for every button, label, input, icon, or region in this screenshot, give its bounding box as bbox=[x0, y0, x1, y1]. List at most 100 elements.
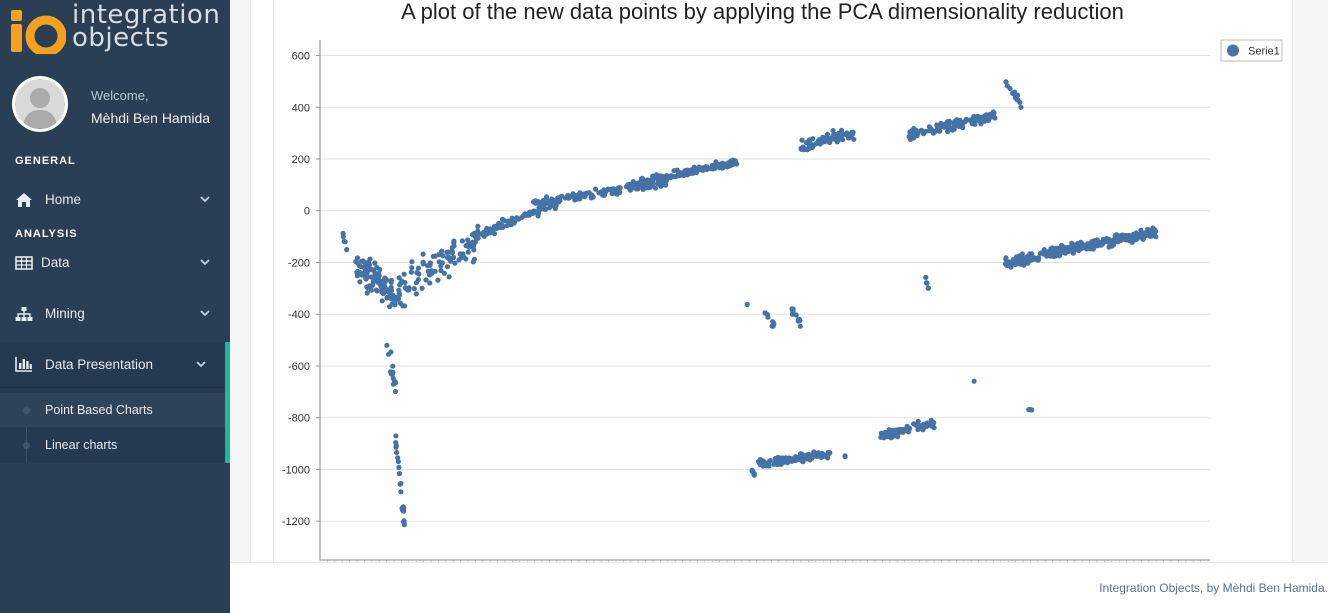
sidebar-subitem-point-based-charts[interactable]: Point Based Charts bbox=[0, 393, 225, 427]
data-point bbox=[623, 184, 630, 190]
sidebar-item-mining-label: Mining bbox=[45, 306, 85, 321]
data-point bbox=[789, 456, 795, 462]
data-point bbox=[394, 449, 400, 456]
user-profile: Welcome, Mèhdi Ben Hamida bbox=[12, 76, 222, 132]
data-point bbox=[387, 369, 394, 375]
sidebar-item-mining[interactable]: Mining bbox=[0, 294, 230, 334]
data-point bbox=[833, 137, 839, 143]
sidebar-item-home-label: Home bbox=[45, 192, 82, 207]
io-logo-mark-icon bbox=[11, 10, 66, 54]
data-point bbox=[408, 269, 414, 275]
data-point bbox=[915, 426, 921, 433]
data-point bbox=[393, 440, 399, 446]
data-point bbox=[405, 287, 411, 293]
data-point bbox=[475, 223, 481, 229]
data-point bbox=[420, 259, 426, 265]
data-point bbox=[1028, 407, 1034, 413]
data-point bbox=[379, 298, 385, 304]
data-point bbox=[766, 463, 772, 469]
data-point bbox=[393, 444, 399, 450]
scatter-chart[interactable]: 600 400 200 0 -200 -400 -600 -800 -1000 -1200 Seri… bbox=[251, 0, 1294, 562]
data-point bbox=[452, 260, 458, 266]
data-point bbox=[844, 130, 850, 136]
data-point bbox=[1056, 250, 1062, 256]
y-tick-label: 600 bbox=[292, 51, 310, 63]
data-point bbox=[484, 225, 490, 231]
data-point bbox=[985, 117, 992, 123]
data-point bbox=[783, 458, 789, 464]
sidebar-item-data-presentation[interactable]: Data Presentation bbox=[0, 342, 225, 388]
data-point bbox=[732, 158, 738, 164]
data-point bbox=[441, 270, 447, 276]
y-tick-label: -600 bbox=[288, 361, 310, 373]
brand-logo[interactable]: integration objects bbox=[8, 2, 223, 56]
data-point bbox=[582, 194, 588, 200]
y-tick-label: 0 bbox=[304, 206, 310, 218]
data-point bbox=[797, 323, 803, 329]
submenu-dot-icon bbox=[23, 442, 30, 449]
data-point bbox=[1003, 255, 1009, 261]
data-point bbox=[882, 429, 889, 435]
data-point bbox=[423, 277, 429, 283]
data-point bbox=[796, 316, 802, 322]
data-point bbox=[499, 216, 506, 222]
data-point bbox=[577, 190, 583, 196]
footer: Integration Objects, by Mèhdi Ben Hamida… bbox=[230, 562, 1328, 613]
sitemap-icon bbox=[15, 307, 33, 321]
sidebar-subitem-linear-charts[interactable]: Linear charts bbox=[0, 428, 225, 462]
data-point bbox=[913, 422, 919, 428]
avatar[interactable] bbox=[12, 76, 68, 132]
welcome-text: Welcome, bbox=[91, 88, 149, 103]
data-point bbox=[1122, 236, 1128, 242]
data-point bbox=[963, 118, 969, 124]
data-point bbox=[1044, 252, 1050, 258]
data-point bbox=[1133, 232, 1139, 238]
sidebar-item-data-label: Data bbox=[41, 255, 70, 270]
data-point bbox=[427, 272, 433, 278]
data-point bbox=[384, 295, 390, 301]
data-point bbox=[469, 232, 475, 238]
data-point bbox=[655, 179, 661, 185]
data-point bbox=[511, 220, 517, 226]
data-point bbox=[764, 312, 771, 318]
data-point bbox=[760, 461, 766, 467]
data-point bbox=[365, 259, 371, 265]
data-point bbox=[798, 145, 804, 151]
legend-marker bbox=[1227, 44, 1239, 57]
data-point bbox=[361, 265, 368, 271]
data-point bbox=[790, 306, 796, 312]
data-point bbox=[402, 303, 408, 309]
data-point bbox=[663, 178, 669, 184]
data-point bbox=[676, 173, 682, 179]
data-point bbox=[449, 250, 455, 256]
data-point bbox=[355, 260, 361, 266]
data-point bbox=[500, 223, 506, 229]
data-point bbox=[463, 256, 469, 262]
data-point bbox=[1032, 255, 1038, 261]
data-point bbox=[1014, 257, 1020, 263]
data-point bbox=[1083, 242, 1090, 248]
data-point bbox=[926, 124, 933, 130]
data-point bbox=[719, 165, 725, 171]
data-point bbox=[592, 186, 599, 192]
data-point bbox=[390, 363, 396, 369]
brand-line-2: objects bbox=[72, 23, 170, 53]
data-point bbox=[344, 247, 350, 253]
data-point bbox=[690, 170, 696, 176]
data-point bbox=[532, 199, 538, 205]
sidebar-item-data[interactable]: Data bbox=[0, 243, 230, 283]
data-point bbox=[546, 205, 553, 211]
data-point bbox=[973, 115, 979, 121]
data-point bbox=[806, 451, 812, 458]
data-point bbox=[387, 304, 393, 310]
submenu-guide-line bbox=[26, 394, 27, 463]
sidebar-item-home[interactable]: Home bbox=[0, 180, 230, 220]
data-point bbox=[415, 265, 421, 271]
plot-area bbox=[320, 40, 1210, 560]
data-point bbox=[439, 260, 445, 266]
data-point bbox=[941, 124, 948, 130]
data-point bbox=[1139, 235, 1145, 241]
data-point bbox=[1004, 83, 1010, 89]
data-point bbox=[395, 458, 401, 465]
data-point bbox=[555, 195, 562, 201]
